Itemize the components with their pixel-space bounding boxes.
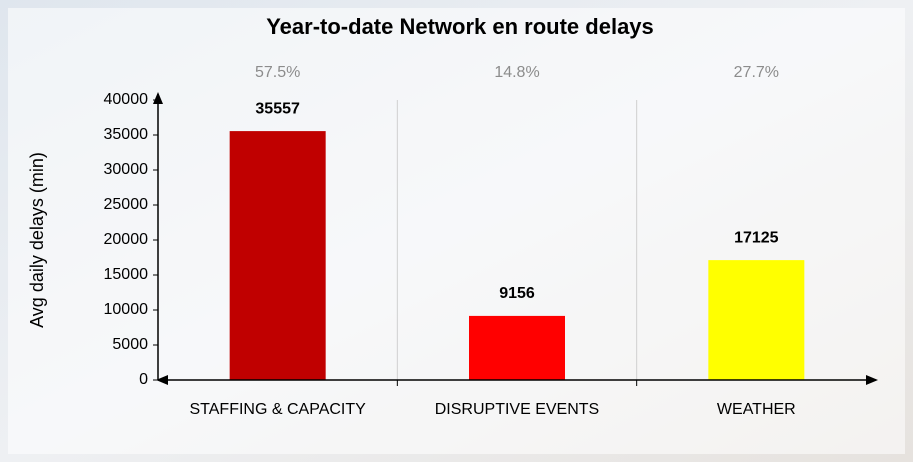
y-axis-arrow bbox=[153, 92, 163, 104]
y-tick-label: 5000 bbox=[112, 336, 148, 353]
y-tick-label: 40000 bbox=[104, 91, 149, 108]
y-tick-label: 25000 bbox=[104, 196, 149, 213]
share-annotation: 14.8% bbox=[494, 64, 539, 81]
y-tick-label: 20000 bbox=[104, 231, 149, 248]
y-tick-label: 10000 bbox=[104, 301, 149, 318]
x-tick-label: DISRUPTIVE EVENTS bbox=[435, 401, 599, 418]
x-tick-label: STAFFING & CAPACITY bbox=[190, 401, 367, 418]
chart-title: Year-to-date Network en route delays bbox=[266, 14, 654, 39]
y-tick-label: 30000 bbox=[104, 161, 149, 178]
y-tick-label: 35000 bbox=[104, 126, 149, 143]
bar bbox=[229, 131, 326, 380]
y-axis-label: Avg daily delays (min) bbox=[27, 152, 47, 328]
x-axis-arrow-right bbox=[866, 375, 878, 385]
value-label: 35557 bbox=[255, 100, 300, 117]
x-tick-label: WEATHER bbox=[717, 401, 796, 418]
share-annotation: 27.7% bbox=[734, 64, 779, 81]
value-label: 17125 bbox=[734, 229, 779, 246]
bar bbox=[708, 260, 805, 380]
y-tick-label: 15000 bbox=[104, 266, 149, 283]
share-annotation: 57.5% bbox=[255, 64, 300, 81]
y-tick-label: 0 bbox=[139, 371, 148, 388]
x-axis-arrow-left bbox=[156, 375, 168, 385]
bar bbox=[469, 315, 565, 380]
value-label: 9156 bbox=[499, 285, 535, 302]
